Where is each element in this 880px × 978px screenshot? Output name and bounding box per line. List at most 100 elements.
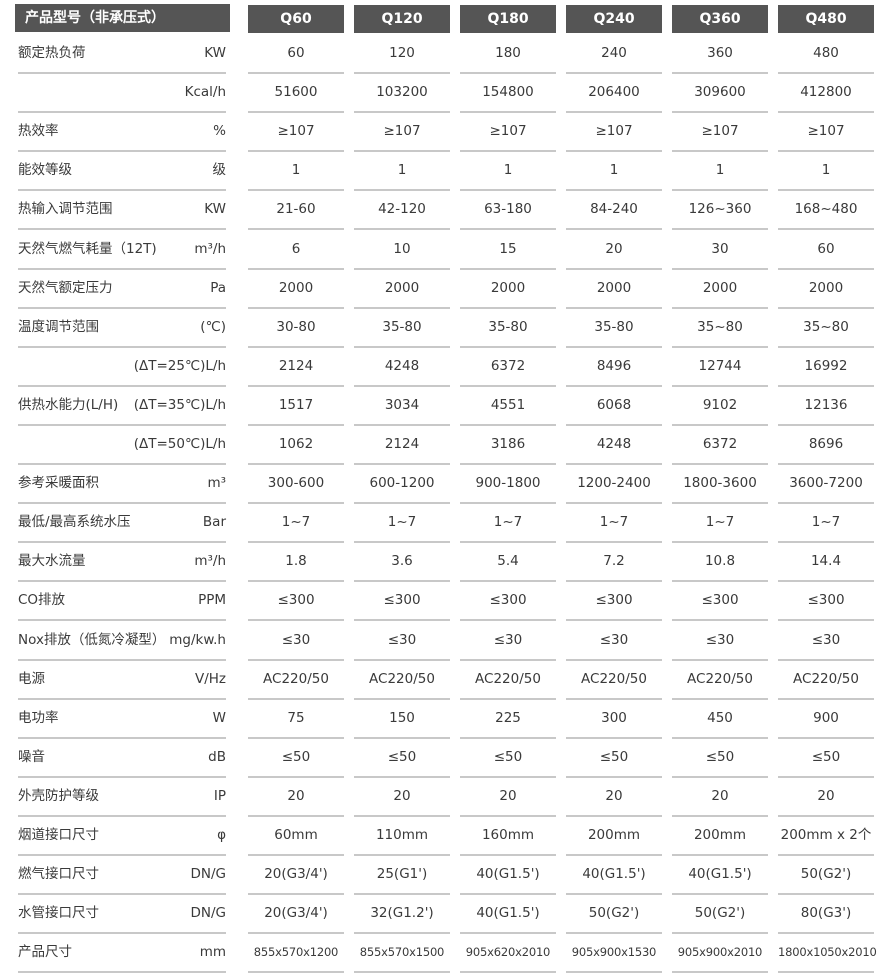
value-cell: 30 xyxy=(672,231,768,270)
row-label-cell: 水管接口尺寸 DN/G xyxy=(18,895,226,935)
value-cell: 3600-7200 xyxy=(778,465,874,505)
value-cell: 103200 xyxy=(354,74,450,114)
value-cell: 1 xyxy=(248,152,344,192)
row-unit: mg/kw.h xyxy=(169,631,226,648)
row-label: Nox排放（低氮冷凝型） xyxy=(18,631,166,648)
row-label-cell: 能效等级 级 xyxy=(18,152,226,192)
value-cell: 2124 xyxy=(354,426,450,465)
row-label: CO排放 xyxy=(18,592,66,609)
row-unit: KW xyxy=(204,45,226,61)
value-cell: 225 xyxy=(460,700,556,739)
value-cell: 3186 xyxy=(460,426,556,465)
value-cell: 480 xyxy=(778,35,874,74)
value-cell: 6372 xyxy=(460,348,556,387)
value-cell: 6372 xyxy=(672,426,768,465)
value-cell: 1~7 xyxy=(248,504,344,544)
table-row: 产品尺寸 mm 855x570x1200 855x570x1500 905x620x20… xyxy=(0,934,880,974)
row-label-cell: 外壳防护等级 IP xyxy=(18,778,226,817)
row-label-cell: 温度调节范围 (℃) xyxy=(18,309,226,348)
row-label-cell: 噪音 dB xyxy=(18,739,226,778)
value-cell: 50(G2') xyxy=(566,895,662,935)
row-label: 噪音 xyxy=(18,748,45,765)
value-cell: 60 xyxy=(778,231,874,270)
value-cell: 1800x1050x2010 xyxy=(778,934,877,974)
value-cell: 2000 xyxy=(778,270,874,309)
row-unit: V/Hz xyxy=(194,670,226,687)
value-cell: 20 xyxy=(460,778,556,817)
value-cell: 4248 xyxy=(566,426,662,465)
value-cell: 80(G3') xyxy=(778,895,874,935)
table-row: 燃气接口尺寸 DN/G 20(G3/4') 25(G1') 40(G1.5') 40(G1… xyxy=(0,856,880,896)
value-cell: 20 xyxy=(566,231,662,270)
value-cell: 35~80 xyxy=(672,309,768,348)
value-cell: 8496 xyxy=(566,348,662,387)
value-cell: 450 xyxy=(672,700,768,739)
value-cell: 1 xyxy=(672,152,768,192)
value-cell: 2000 xyxy=(566,270,662,309)
value-cell: 1800-3600 xyxy=(672,465,768,505)
value-cell: ≤30 xyxy=(778,622,874,661)
table-row: 天然气燃气耗量（12T) m³/h 6 10 15 20 30 60 xyxy=(0,231,880,270)
value-cell: 1~7 xyxy=(778,504,874,544)
value-cell: 3.6 xyxy=(354,543,450,583)
value-cell: 4551 xyxy=(460,387,556,426)
value-cell: ≤300 xyxy=(354,582,450,622)
row-label-cell: (ΔT=50℃)L/h xyxy=(18,426,226,465)
row-unit: Kcal/h xyxy=(184,84,226,101)
value-cell: 20 xyxy=(778,778,874,817)
row-label-cell: 热输入调节范围 KW xyxy=(18,191,226,231)
value-cell: 20(G3/4') xyxy=(248,856,344,896)
row-label-cell: 天然气额定压力 Pa xyxy=(18,270,226,309)
table-row: 额定热负荷 KW 60 120 180 240 360 480 xyxy=(0,35,880,74)
row-label: 热效率 xyxy=(18,123,59,140)
row-label: 外壳防护等级 xyxy=(18,787,99,804)
row-label: 天然气燃气耗量（12T) xyxy=(18,240,157,257)
spec-table-title: 产品型号（非承压式） xyxy=(15,4,230,32)
value-cell: 7.2 xyxy=(566,543,662,583)
table-row: 外壳防护等级 IP 20 20 20 20 20 20 xyxy=(0,778,880,817)
value-cell: AC220/50 xyxy=(778,661,874,700)
value-cell: 1~7 xyxy=(672,504,768,544)
value-cell: 60 xyxy=(248,35,344,74)
column-header-q480: Q480 xyxy=(778,5,874,33)
value-cell: 200mm xyxy=(672,817,768,856)
value-cell: 16992 xyxy=(778,348,874,387)
row-unit: Pa xyxy=(210,279,226,296)
value-cell: 20 xyxy=(248,778,344,817)
row-label-cell: 电源 V/Hz xyxy=(18,661,226,700)
value-cell: AC220/50 xyxy=(460,661,556,700)
value-cell: ≤50 xyxy=(778,739,874,778)
row-label: 参考采暖面积 xyxy=(18,475,99,492)
value-cell: 12744 xyxy=(672,348,768,387)
value-cell: 15 xyxy=(460,231,556,270)
value-cell: 35~80 xyxy=(778,309,874,348)
value-cell: ≤30 xyxy=(672,622,768,661)
value-cell: 10.8 xyxy=(672,543,768,583)
value-cell: ≥107 xyxy=(566,113,662,153)
value-cell: 9102 xyxy=(672,387,768,426)
column-header-q240: Q240 xyxy=(566,5,662,33)
value-cell: 300-600 xyxy=(248,465,344,505)
row-label-cell: 燃气接口尺寸 DN/G xyxy=(18,856,226,896)
value-cell: ≤50 xyxy=(354,739,450,778)
row-label-cell: 热效率% xyxy=(18,113,226,153)
row-unit: (℃) xyxy=(200,318,226,335)
value-cell: ≤30 xyxy=(354,622,450,661)
value-cell: ≤30 xyxy=(248,622,344,661)
value-cell: 855x570x1200 xyxy=(248,934,344,974)
value-cell: 905x620x2010 xyxy=(460,934,556,974)
value-cell: 40(G1.5') xyxy=(672,856,768,896)
column-header-q60: Q60 xyxy=(248,5,344,33)
row-unit: DN/G xyxy=(190,866,226,883)
value-cell: 168~480 xyxy=(778,191,874,231)
row-unit: IP xyxy=(213,787,226,804)
value-cell: 6 xyxy=(248,231,344,270)
value-cell: 200mm xyxy=(566,817,662,856)
row-label: 能效等级 xyxy=(18,162,72,179)
value-cell: 412800 xyxy=(778,74,874,114)
value-cell: 1062 xyxy=(248,426,344,465)
row-label: 额定热负荷 xyxy=(18,45,86,61)
value-cell: ≤50 xyxy=(248,739,344,778)
value-cell: 20 xyxy=(566,778,662,817)
value-cell: 200mm x 2个 xyxy=(778,817,874,856)
